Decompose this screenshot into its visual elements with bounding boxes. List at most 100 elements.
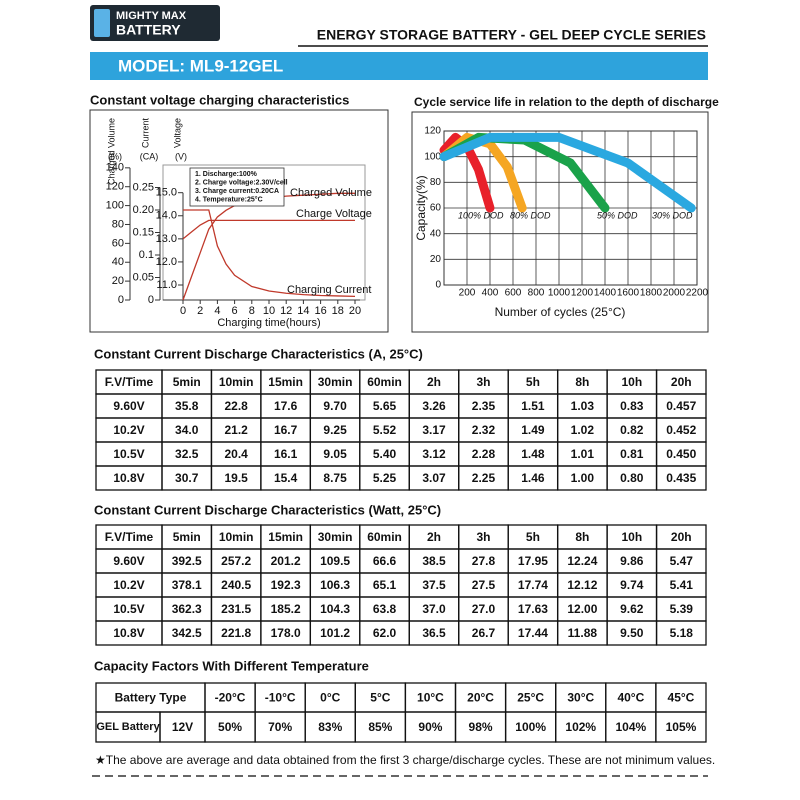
series-line [182, 219, 355, 240]
cell-text: 16.1 [274, 447, 298, 461]
model: MODEL: ML9-12GEL [118, 56, 283, 75]
cell-text: 21.2 [225, 423, 249, 437]
x-tick-label: 2200 [686, 288, 709, 299]
axis-label: Voltage [172, 118, 182, 148]
cell-text: 2h [427, 530, 441, 544]
cell-text: 32.5 [175, 447, 199, 461]
y-tick-label: 40 [112, 256, 124, 268]
cell-text: 104% [615, 720, 646, 734]
cell-text: 5.18 [670, 626, 694, 640]
chart-title: Cycle service life in relation to the de… [414, 95, 719, 109]
cell-text: 106.3 [320, 578, 350, 592]
cell-text: 8.75 [323, 471, 347, 485]
note: 2. Charge voltage:2.30V/cell [195, 179, 288, 186]
cell-text: 1.03 [571, 399, 595, 413]
cell-text: 3.26 [422, 399, 446, 413]
cell-text: 101.2 [320, 626, 350, 640]
cell-text: 27.0 [472, 602, 496, 616]
cell-text: 9.74 [620, 578, 644, 592]
cell-text: 5.47 [670, 554, 694, 568]
cell-text: 63.8 [373, 602, 397, 616]
series-label: 50% DOD [597, 210, 638, 220]
cell-text: 15min [268, 530, 303, 544]
y-tick-label: 0.1 [139, 249, 154, 261]
cell-text: 17.63 [518, 602, 548, 616]
cell-text: 10h [621, 530, 642, 544]
y-tick-label: 100 [106, 200, 124, 212]
cell-text: 221.8 [221, 626, 251, 640]
cell-text: 12V [172, 720, 193, 734]
x-axis-label: Number of cycles (25°C) [495, 305, 626, 319]
y-tick-label: 0 [148, 294, 154, 306]
x-axis-label: Charging time(hours) [217, 317, 320, 329]
cell-text: -20°C [215, 691, 246, 705]
cell-text: 0.82 [620, 423, 644, 437]
cell-text: 1.46 [521, 471, 545, 485]
cell-text: 37.0 [422, 602, 446, 616]
cell-text: 30°C [567, 691, 594, 705]
cell-text: 83% [318, 720, 342, 734]
logo-text: MIGHTY MAX [116, 10, 187, 22]
cell-text: 1.00 [571, 471, 595, 485]
cell-text: 8h [575, 375, 589, 389]
cell-text: -10°C [265, 691, 296, 705]
cell-text: 1.49 [521, 423, 545, 437]
logo-icon [94, 9, 110, 37]
series-label: Charged Volume [290, 187, 372, 199]
cell-text: 36.5 [422, 626, 446, 640]
cell-text: 0.457 [666, 399, 696, 413]
cell-text: 9.86 [620, 554, 644, 568]
cell-text: 0.81 [620, 447, 644, 461]
y-tick-label: 0.20 [133, 204, 154, 216]
cell-text: 10.2V [113, 578, 144, 592]
y-tick-label: 15.0 [156, 187, 177, 199]
cell-text: 27.8 [472, 554, 496, 568]
cell-text: 40°C [617, 691, 644, 705]
cell-text: 105% [666, 720, 697, 734]
cell-text: 2h [427, 375, 441, 389]
cell-text: 10.5V [113, 602, 144, 616]
cell-text: 22.8 [225, 399, 249, 413]
cell-text: 38.5 [422, 554, 446, 568]
x-tick-label: 12 [280, 305, 292, 317]
cell-text: 102% [565, 720, 596, 734]
cell-text: 104.3 [320, 602, 350, 616]
x-tick-label: 1600 [617, 288, 640, 299]
x-tick-label: 600 [505, 288, 522, 299]
cell-text: 362.3 [172, 602, 202, 616]
cell-text: 0.80 [620, 471, 644, 485]
x-tick-label: 200 [459, 288, 476, 299]
cell-text: F.V/Time [105, 375, 154, 389]
y-tick-label: 13.0 [156, 233, 177, 245]
cell-text: 30min [318, 530, 353, 544]
cell-text: 2.32 [472, 423, 496, 437]
cell-text: 5h [526, 530, 540, 544]
cell-text: 45°C [668, 691, 695, 705]
series-title: ENERGY STORAGE BATTERY - GEL DEEP CYCLE … [317, 27, 706, 43]
y-tick-label: 14.0 [156, 210, 177, 222]
cell-text: 9.25 [323, 423, 347, 437]
cell-text: 66.6 [373, 554, 397, 568]
cell-text: GEL Battery [96, 721, 160, 733]
cell-text: 15min [268, 375, 303, 389]
cell-text: 17.44 [518, 626, 548, 640]
cell-text: 17.95 [518, 554, 548, 568]
cell-text: 98% [469, 720, 493, 734]
cell-text: 3.12 [422, 447, 446, 461]
series-label: 30% DOD [652, 210, 693, 220]
series-label: Charge Voltage [296, 208, 372, 220]
cell-text: 109.5 [320, 554, 350, 568]
logo-box [90, 5, 220, 41]
cell-text: 50% [218, 720, 242, 734]
note: 3. Charge current:0.20CA [195, 188, 279, 195]
cell-text: 10.8V [113, 626, 144, 640]
cell-text: 257.2 [221, 554, 251, 568]
x-tick-label: 16 [314, 305, 326, 317]
x-tick-label: 0 [180, 305, 186, 317]
footnote: ★The above are average and data obtained… [95, 753, 715, 767]
axis-unit: (CA) [140, 151, 159, 161]
table-cell [655, 620, 707, 646]
cell-text: 85% [368, 720, 392, 734]
cell-text: 65.1 [373, 578, 397, 592]
cell-text: 20°C [467, 691, 494, 705]
